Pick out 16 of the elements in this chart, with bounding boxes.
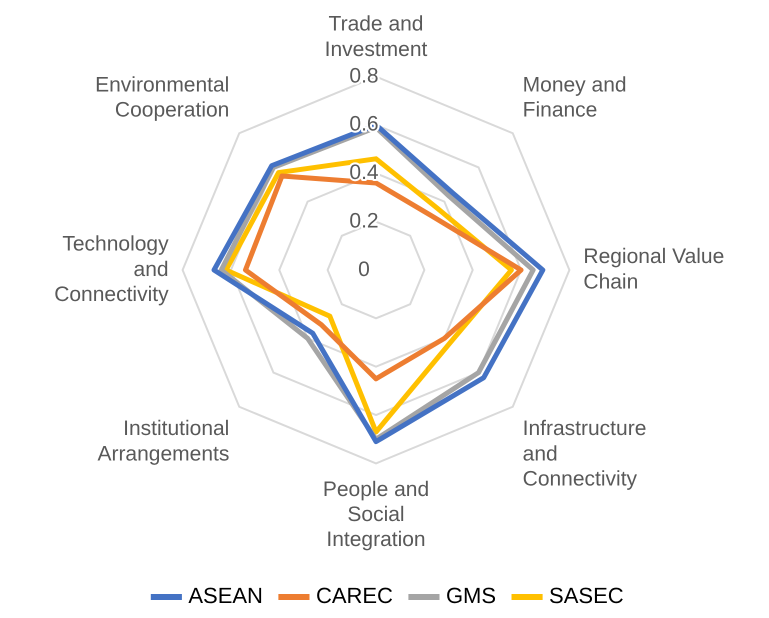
spoke-label: Money and Finance (522, 73, 627, 122)
y-tick-label: 0.2 (349, 209, 379, 232)
spoke-label: Trade and Investment (324, 12, 428, 61)
spoke-label: Environmental Cooperation (95, 73, 230, 122)
spoke-label: People and Social Integration (322, 478, 430, 552)
y-tick-label: 0.4 (349, 161, 379, 184)
spoke-label: Technology and Connectivity (54, 232, 170, 306)
legend-label: SASEC (549, 583, 624, 608)
spoke-label: Institutional Arrangements (97, 417, 230, 466)
spoke-label: Infrastructure and Connectivity (522, 417, 646, 490)
legend-label: GMS (446, 583, 496, 608)
spoke-label: Regional Value Chain (583, 245, 724, 294)
legend-label: ASEAN (188, 583, 263, 608)
y-tick-label: 0.8 (349, 64, 379, 88)
y-tick-label: 0 (358, 258, 370, 281)
legend-label: CAREC (316, 583, 394, 608)
